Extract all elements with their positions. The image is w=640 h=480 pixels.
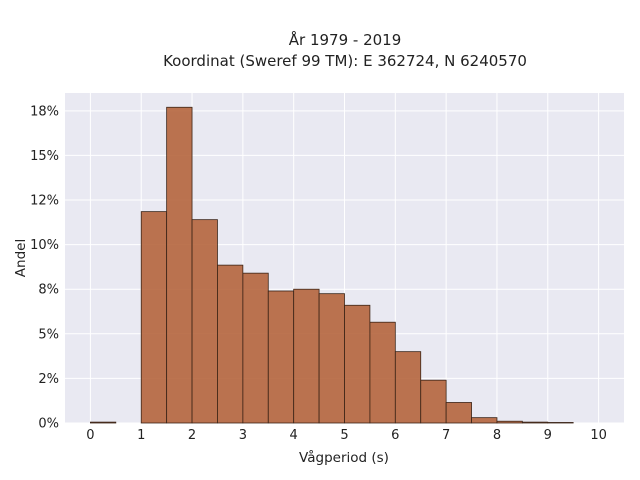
x-tick-2: 2 xyxy=(188,428,196,443)
bar-9 xyxy=(318,293,345,424)
bar-6 xyxy=(242,272,269,424)
y-axis-label: Andel xyxy=(13,239,29,277)
x-tick-3: 3 xyxy=(239,428,247,443)
bar-17 xyxy=(521,421,549,424)
bar-2 xyxy=(140,211,168,424)
bar-14 xyxy=(445,402,472,424)
bar-3 xyxy=(166,106,193,424)
x-tick-1: 1 xyxy=(137,428,145,443)
y-tick-4: 10% xyxy=(30,238,59,253)
x-tick-0: 0 xyxy=(86,428,94,443)
bar-5 xyxy=(217,264,244,424)
y-tick-3: 8% xyxy=(38,283,59,298)
bar-8 xyxy=(293,288,320,424)
bar-16 xyxy=(496,420,523,424)
y-tick-7: 18% xyxy=(30,104,59,119)
y-tick-labels: 0% 2% 5% 8% 10% 12% 15% 18% xyxy=(30,104,59,431)
chart-subtitle: Koordinat (Sweref 99 TM): E 362724, N 62… xyxy=(163,52,527,70)
x-tick-4: 4 xyxy=(290,428,298,443)
x-tick-labels: 0 1 2 3 4 5 6 7 8 9 10 xyxy=(86,428,607,443)
x-tick-8: 8 xyxy=(493,428,501,443)
y-tick-6: 15% xyxy=(30,149,59,164)
x-tick-9: 9 xyxy=(544,428,552,443)
y-tick-1: 2% xyxy=(38,372,59,387)
bar-15 xyxy=(471,417,498,424)
bar-10 xyxy=(344,304,371,424)
x-tick-7: 7 xyxy=(442,428,450,443)
x-tick-10: 10 xyxy=(590,428,607,443)
bar-0 xyxy=(90,421,117,424)
y-tick-2: 5% xyxy=(38,327,59,342)
x-axis-label: Vågperiod (s) xyxy=(299,449,389,466)
bar-7 xyxy=(267,290,295,424)
bars xyxy=(90,106,574,424)
x-tick-5: 5 xyxy=(340,428,348,443)
bar-18 xyxy=(547,422,574,424)
x-tick-6: 6 xyxy=(391,428,399,443)
chart-title: År 1979 - 2019 xyxy=(289,30,402,49)
bar-4 xyxy=(191,219,218,424)
y-tick-5: 12% xyxy=(30,194,59,209)
bar-12 xyxy=(394,351,422,424)
bar-13 xyxy=(420,379,447,424)
y-tick-0: 0% xyxy=(38,417,59,432)
bar-11 xyxy=(369,321,396,424)
